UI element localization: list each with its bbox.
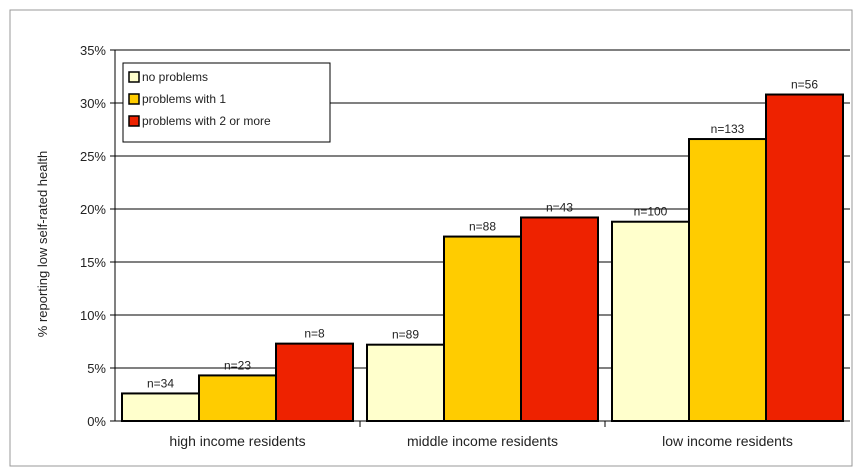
x-category-label: high income residents	[169, 433, 305, 449]
legend-label: no problems	[142, 70, 208, 84]
legend-swatch	[128, 71, 140, 83]
bar-data-label: n=43	[546, 200, 573, 214]
y-tick-label: 10%	[80, 308, 106, 323]
bar	[688, 138, 767, 422]
legend-box	[122, 62, 331, 143]
bar	[765, 93, 844, 423]
y-axis-title: % reporting low self-rated health	[35, 151, 50, 337]
data-labels: n=34 n=23 n=8 n=89 n=88 n=43 n=100 n=133 n=56	[147, 78, 818, 391]
bar	[611, 220, 690, 422]
legend-swatch	[128, 93, 140, 105]
legend-swatch	[128, 115, 140, 127]
axes: 0% 5% 10% 15% 20% 25% 30% 35% high income reside…	[80, 43, 850, 449]
bars	[121, 93, 844, 423]
bar-data-label: n=34	[147, 376, 174, 390]
y-tick-label: 35%	[80, 43, 106, 58]
bar-data-label: n=133	[711, 122, 745, 136]
bar	[198, 374, 277, 423]
bar-data-label: n=89	[392, 328, 419, 342]
y-tick-label: 25%	[80, 149, 106, 164]
y-tick-label: 0%	[87, 414, 106, 429]
legend-label: problems with 1	[142, 92, 226, 106]
legend-label: problems with 2 or more	[142, 114, 271, 128]
bar	[520, 216, 599, 422]
bar	[275, 342, 354, 422]
bar-data-label: n=88	[469, 220, 496, 234]
y-tick-label: 5%	[87, 361, 106, 376]
y-tick-label: 30%	[80, 96, 106, 111]
bar	[443, 235, 522, 422]
y-tick-label: 20%	[80, 202, 106, 217]
bar-data-label: n=56	[791, 78, 818, 92]
legend: no problems problems with 1 problems with …	[122, 62, 331, 143]
y-tick-label: 15%	[80, 255, 106, 270]
bar-data-label: n=8	[304, 327, 325, 341]
bar-data-label: n=100	[634, 205, 668, 219]
bar	[366, 343, 445, 422]
x-category-label: low income residents	[662, 433, 793, 449]
x-category-label: middle income residents	[407, 433, 558, 449]
bar	[121, 392, 200, 423]
bar-data-label: n=23	[224, 358, 251, 372]
